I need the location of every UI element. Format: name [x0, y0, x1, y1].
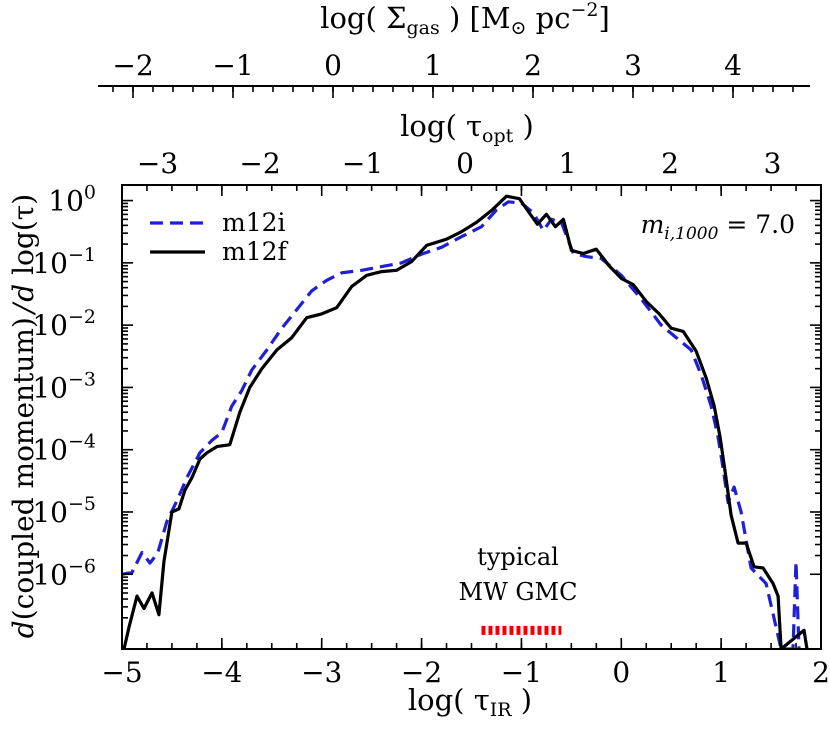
y-tick-label: 10−4	[32, 431, 96, 467]
series-line-m12i	[123, 200, 801, 648]
x-tick-label: −3	[301, 656, 342, 689]
x-tick-label: 2	[812, 656, 830, 689]
sigma-gas-tick-label: −1	[212, 49, 253, 82]
y-tick-label: 10−1	[32, 244, 96, 280]
annotation-line1: typical	[477, 543, 559, 571]
sigma-gas-tick-label: 3	[624, 49, 642, 82]
tau-opt-tick-label: −2	[239, 147, 280, 180]
legend-label-m12i: m12i	[222, 208, 286, 237]
tau-opt-tick-label: 1	[559, 147, 577, 180]
sigma-gas-tick-label: 1	[424, 49, 442, 82]
x-axis-title: log( τIR )	[408, 683, 532, 721]
y-tick-label: 10−5	[32, 493, 96, 529]
tau-opt-tick-label: −1	[342, 147, 383, 180]
top-axis-sigma-gas: log( Σgas ) [M⊙ pc−2] −2 −1 0 1 2 3 4	[98, 0, 810, 98]
parameter-label: mi,1000 = 7.0	[641, 210, 795, 244]
series-line-m12f	[123, 194, 809, 648]
x-tick-label: 1	[712, 656, 730, 689]
x-tick-label: 0	[612, 656, 630, 689]
annotation-line2: MW GMC	[459, 578, 578, 606]
x-tick-label: −2	[401, 656, 442, 689]
left-axis-ticks: 100 10−1 10−2 10−3 10−4 10−5 10−6	[32, 182, 821, 619]
tau-opt-tick-label: −3	[137, 147, 178, 180]
legend-label-m12f: m12f	[222, 237, 289, 266]
tau-opt-tick-label: 3	[764, 147, 782, 180]
gmc-annotation: typical MW GMC	[459, 543, 578, 635]
sigma-gas-tick-label: −2	[112, 49, 153, 82]
bottom-axis-ticks: −5 −4 −3 −2 −1 0 1 2	[101, 185, 830, 689]
y-axis-title: d(coupled momentum)/d log(τ)	[7, 194, 40, 638]
top-axis-sigma-gas-title: log( Σgas ) [M⊙ pc−2]	[320, 0, 610, 39]
y-tick-label: 10−2	[32, 306, 96, 342]
y-tick-label: 10−3	[32, 368, 96, 404]
top-axis-tau-opt-title: log( τopt )	[400, 109, 534, 147]
series-layer	[123, 194, 809, 648]
sigma-gas-tick-label: 2	[524, 49, 542, 82]
y-tick-label: 10−6	[32, 555, 96, 591]
legend: m12i m12f	[150, 208, 289, 266]
sigma-gas-tick-label: 0	[324, 49, 342, 82]
x-tick-label: −1	[501, 656, 542, 689]
plot-area	[123, 194, 809, 648]
top-axis-tau-opt-ticks: −3 −2 −1 0 1 2 3	[137, 147, 782, 180]
sigma-gas-tick-label: 4	[724, 49, 742, 82]
y-tick-label: 100	[48, 182, 96, 218]
top-axis-tau-opt: log( τopt ) −3 −2 −1 0 1 2 3	[137, 109, 782, 180]
tau-opt-tick-label: 2	[661, 147, 679, 180]
x-tick-label: −5	[101, 656, 142, 689]
top-axis-sigma-gas-ticks: −2 −1 0 1 2 3 4	[112, 49, 794, 98]
x-tick-label: −4	[201, 656, 242, 689]
tau-opt-tick-label: 0	[456, 147, 474, 180]
